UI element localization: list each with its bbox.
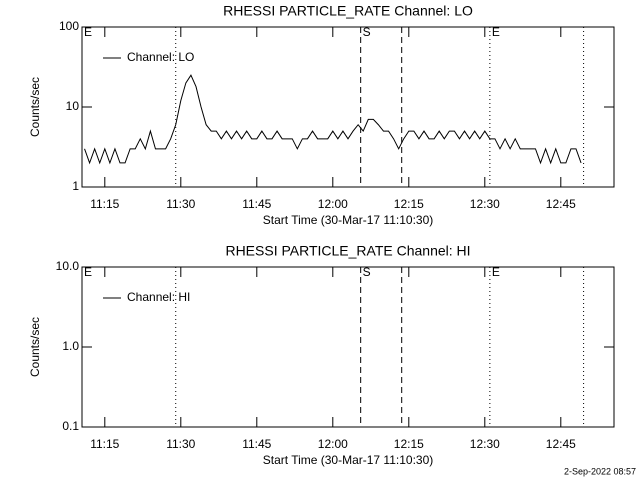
x-tick-label: 12:30 <box>470 437 500 451</box>
x-tick-label: 12:30 <box>470 197 500 211</box>
x-tick-label: 12:15 <box>394 197 424 211</box>
x-tick-label: 12:00 <box>318 437 348 451</box>
x-axis-label: Start Time (30-Mar-17 11:10:30) <box>263 213 434 227</box>
y-tick-label: 1.0 <box>62 339 79 353</box>
y-axis-label: Counts/sec <box>28 317 42 377</box>
event-label: S <box>363 265 371 279</box>
event-label: S <box>363 25 371 39</box>
y-axis-label: Counts/sec <box>28 77 42 137</box>
data-line <box>84 74 582 165</box>
x-tick-label: 12:00 <box>318 197 348 211</box>
x-tick-label: 11:45 <box>242 437 271 451</box>
x-tick-label: 11:30 <box>166 437 195 451</box>
y-tick-label: 10 <box>66 99 80 113</box>
x-tick-label: 11:45 <box>242 197 271 211</box>
y-tick-label: 0.1 <box>62 419 79 433</box>
event-label: E <box>84 25 92 39</box>
x-tick-label: 11:15 <box>90 437 119 451</box>
y-tick-label: 10.0 <box>56 259 80 273</box>
x-tick-label: 11:15 <box>90 197 119 211</box>
x-tick-label: 11:30 <box>166 197 195 211</box>
event-label: E <box>84 265 92 279</box>
x-tick-label: 12:15 <box>394 437 424 451</box>
y-tick-label: 100 <box>59 19 79 33</box>
footer: 2-Sep-2022 08:57 <box>564 466 636 476</box>
x-tick-label: 12:45 <box>546 437 576 451</box>
legend-label: Channel: LO <box>127 50 194 64</box>
x-tick-label: 12:45 <box>546 197 576 211</box>
event-label: E <box>492 25 500 39</box>
event-label: E <box>492 265 500 279</box>
chart-title: RHESSI PARTICLE_RATE Channel: LO <box>223 3 473 19</box>
y-tick-label: 1 <box>72 179 79 193</box>
chart-title: RHESSI PARTICLE_RATE Channel: HI <box>225 243 470 259</box>
x-axis-label: Start Time (30-Mar-17 11:10:30) <box>263 453 434 467</box>
legend-label: Channel: HI <box>127 290 190 304</box>
